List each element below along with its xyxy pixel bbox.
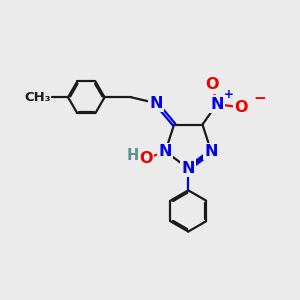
Text: H: H (127, 148, 139, 163)
Text: O: O (234, 100, 248, 115)
Text: N: N (210, 97, 224, 112)
Text: N: N (149, 96, 163, 111)
Text: O: O (206, 77, 219, 92)
Text: N: N (159, 144, 172, 159)
Text: −: − (254, 91, 266, 106)
Text: CH₃: CH₃ (24, 91, 50, 104)
Text: N: N (205, 144, 218, 159)
Text: +: + (223, 88, 233, 100)
Text: N: N (182, 161, 195, 176)
Text: O: O (139, 151, 153, 166)
